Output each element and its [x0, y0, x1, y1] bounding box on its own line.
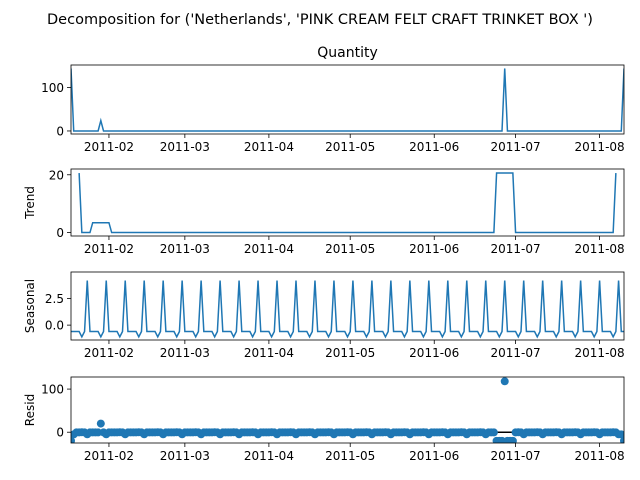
x-tick-label: 2011-05 [325, 346, 375, 360]
x-tick-label: 2011-06 [409, 346, 459, 360]
x-tick-label: 2011-03 [160, 140, 210, 154]
y-tick-label: 0 [56, 124, 64, 138]
panel-trend: Trend 0 20 2011-02 2011-03 2011-04 2011-05 2011… [23, 168, 625, 256]
x-tick-label: 2011-05 [325, 449, 375, 463]
resid-point [620, 436, 624, 443]
figure-title: Decomposition for ('Netherlands', 'PINK … [47, 12, 593, 28]
x-tick-label: 2011-07 [490, 242, 540, 256]
resid-point [71, 436, 75, 443]
series-line [78, 172, 617, 234]
y-tick-label: 100 [41, 383, 64, 397]
x-tick-label: 2011-08 [575, 346, 625, 360]
resid-point [489, 428, 498, 437]
x-tick-label: 2011-07 [490, 140, 540, 154]
y-tick-label: 2.5 [45, 292, 64, 306]
x-tick-label: 2011-02 [84, 449, 134, 463]
x-tick-label: 2011-07 [490, 346, 540, 360]
y-tick-label: 0 [56, 226, 64, 240]
resid-point [508, 436, 517, 443]
x-tick-label: 2011-04 [244, 346, 294, 360]
axes-frame [70, 64, 625, 135]
x-tick-label: 2011-06 [409, 242, 459, 256]
y-axis-label: Trend [23, 186, 37, 220]
x-tick-label: 2011-02 [84, 346, 134, 360]
axes-frame [70, 376, 625, 444]
axes-frame [70, 168, 625, 237]
panel-resid: Resid 0 100 2011-02 2011-03 2011-04 2011-05 201… [23, 376, 625, 463]
panel-title: Quantity [317, 45, 378, 61]
x-tick-label: 2011-03 [160, 449, 210, 463]
panel-seasonal: Seasonal 0.0 2.5 2011-02 2011-03 2011-04 2011-… [23, 271, 625, 360]
y-tick-label: 20 [49, 168, 64, 182]
panel-quantity: Quantity 0 100 2011-02 2011-03 2011-04 2011-05… [41, 45, 625, 154]
x-tick-label: 2011-06 [409, 140, 459, 154]
series-line [71, 280, 624, 339]
resid-point [617, 430, 624, 439]
x-tick-label: 2011-07 [490, 449, 540, 463]
x-tick-label: 2011-08 [575, 449, 625, 463]
series-line [71, 68, 624, 132]
x-tick-label: 2011-04 [244, 449, 294, 463]
y-tick-label: 0 [56, 426, 64, 440]
y-axis-label: Seasonal [23, 279, 37, 333]
y-tick-label: 100 [41, 81, 64, 95]
x-tick-label: 2011-02 [84, 140, 134, 154]
y-axis-label: Resid [23, 394, 37, 426]
resid-point [500, 377, 509, 386]
x-tick-label: 2011-04 [244, 242, 294, 256]
axes-frame [70, 271, 625, 341]
x-tick-label: 2011-06 [409, 449, 459, 463]
x-tick-label: 2011-05 [325, 242, 375, 256]
x-tick-label: 2011-08 [575, 242, 625, 256]
x-tick-label: 2011-08 [575, 140, 625, 154]
x-tick-label: 2011-03 [160, 242, 210, 256]
resid-point [96, 419, 105, 428]
x-tick-label: 2011-04 [244, 140, 294, 154]
x-tick-label: 2011-02 [84, 242, 134, 256]
y-tick-label: 0.0 [45, 319, 64, 333]
x-tick-label: 2011-05 [325, 140, 375, 154]
x-tick-label: 2011-03 [160, 346, 210, 360]
